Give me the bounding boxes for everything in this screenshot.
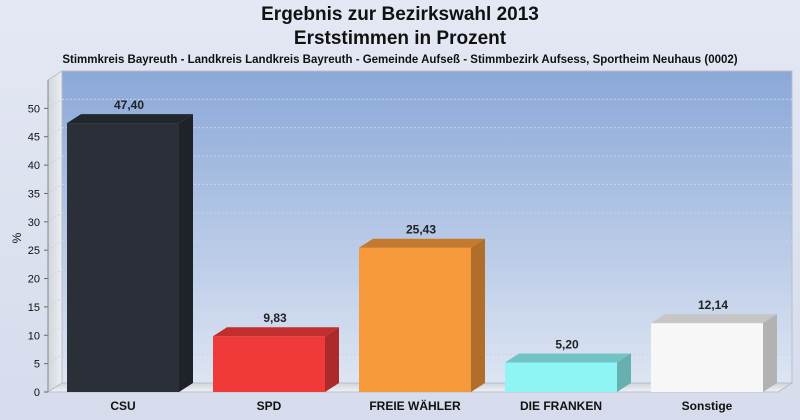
bar-value-label: 47,40 bbox=[114, 98, 144, 112]
bar-front bbox=[359, 247, 471, 392]
x-tick-label: Sonstige bbox=[682, 399, 733, 413]
bar-top bbox=[67, 114, 193, 124]
gridline bbox=[47, 127, 63, 138]
gridline bbox=[47, 269, 63, 279]
bar-sonstige: 12,14 bbox=[651, 298, 777, 392]
bar-side bbox=[763, 314, 777, 392]
gridline bbox=[47, 98, 63, 109]
y-axis-label: % bbox=[10, 232, 24, 243]
bar-side bbox=[471, 238, 485, 392]
y-tick-label: 30 bbox=[28, 217, 40, 229]
y-tick-label: 20 bbox=[28, 274, 40, 286]
gridline bbox=[47, 354, 63, 365]
x-tick-label: CSU bbox=[110, 399, 135, 413]
y-tick-label: 50 bbox=[28, 103, 40, 115]
x-tick-label: FREIE WÄHLER bbox=[369, 398, 461, 413]
chart-title: Ergebnis zur Bezirkswahl 2013 bbox=[261, 4, 539, 25]
bar-side bbox=[617, 353, 631, 392]
y-tick-label: 5 bbox=[34, 359, 40, 371]
bar-side bbox=[179, 114, 193, 392]
bar-die-franken: 5,20 bbox=[505, 338, 631, 392]
bar-value-label: 9,83 bbox=[263, 311, 287, 325]
bar-side bbox=[325, 327, 339, 392]
chart-caption: Stimmkreis Bayreuth - Landkreis Landkrei… bbox=[62, 54, 738, 66]
plot-side-wall bbox=[47, 70, 63, 393]
y-tick-label: 0 bbox=[34, 387, 40, 399]
gridline bbox=[47, 240, 63, 251]
y-tick-label: 25 bbox=[28, 245, 40, 257]
bar-value-label: 5,20 bbox=[555, 338, 579, 352]
bar-front bbox=[213, 336, 325, 392]
x-tick-label: DIE FRANKEN bbox=[520, 399, 602, 413]
gridline bbox=[47, 297, 63, 308]
bar-top bbox=[651, 314, 777, 324]
bar-value-label: 12,14 bbox=[698, 298, 728, 312]
bar-freie-w-hler: 25,43 bbox=[359, 223, 485, 392]
y-tick-label: 10 bbox=[28, 330, 40, 342]
bar-value-label: 25,43 bbox=[406, 223, 436, 237]
y-tick-label: 40 bbox=[28, 160, 40, 172]
x-tick-label: SPD bbox=[257, 399, 282, 413]
gridline bbox=[47, 184, 63, 194]
gridline bbox=[47, 325, 63, 336]
y-tick-label: 15 bbox=[28, 302, 40, 314]
bar-front bbox=[505, 362, 617, 392]
chart-subtitle: Erststimmen in Prozent bbox=[293, 28, 507, 49]
bar-front bbox=[67, 123, 179, 392]
y-tick-label: 35 bbox=[28, 188, 40, 200]
bar-front bbox=[651, 323, 763, 392]
bar-top bbox=[213, 327, 339, 337]
gridline bbox=[47, 212, 63, 223]
bar-top bbox=[359, 238, 485, 248]
y-tick-label: 45 bbox=[28, 132, 40, 144]
bar-top bbox=[505, 353, 631, 363]
bar-csu: 47,40 bbox=[67, 98, 193, 392]
bar-spd: 9,83 bbox=[213, 311, 339, 392]
gridline bbox=[47, 155, 63, 166]
